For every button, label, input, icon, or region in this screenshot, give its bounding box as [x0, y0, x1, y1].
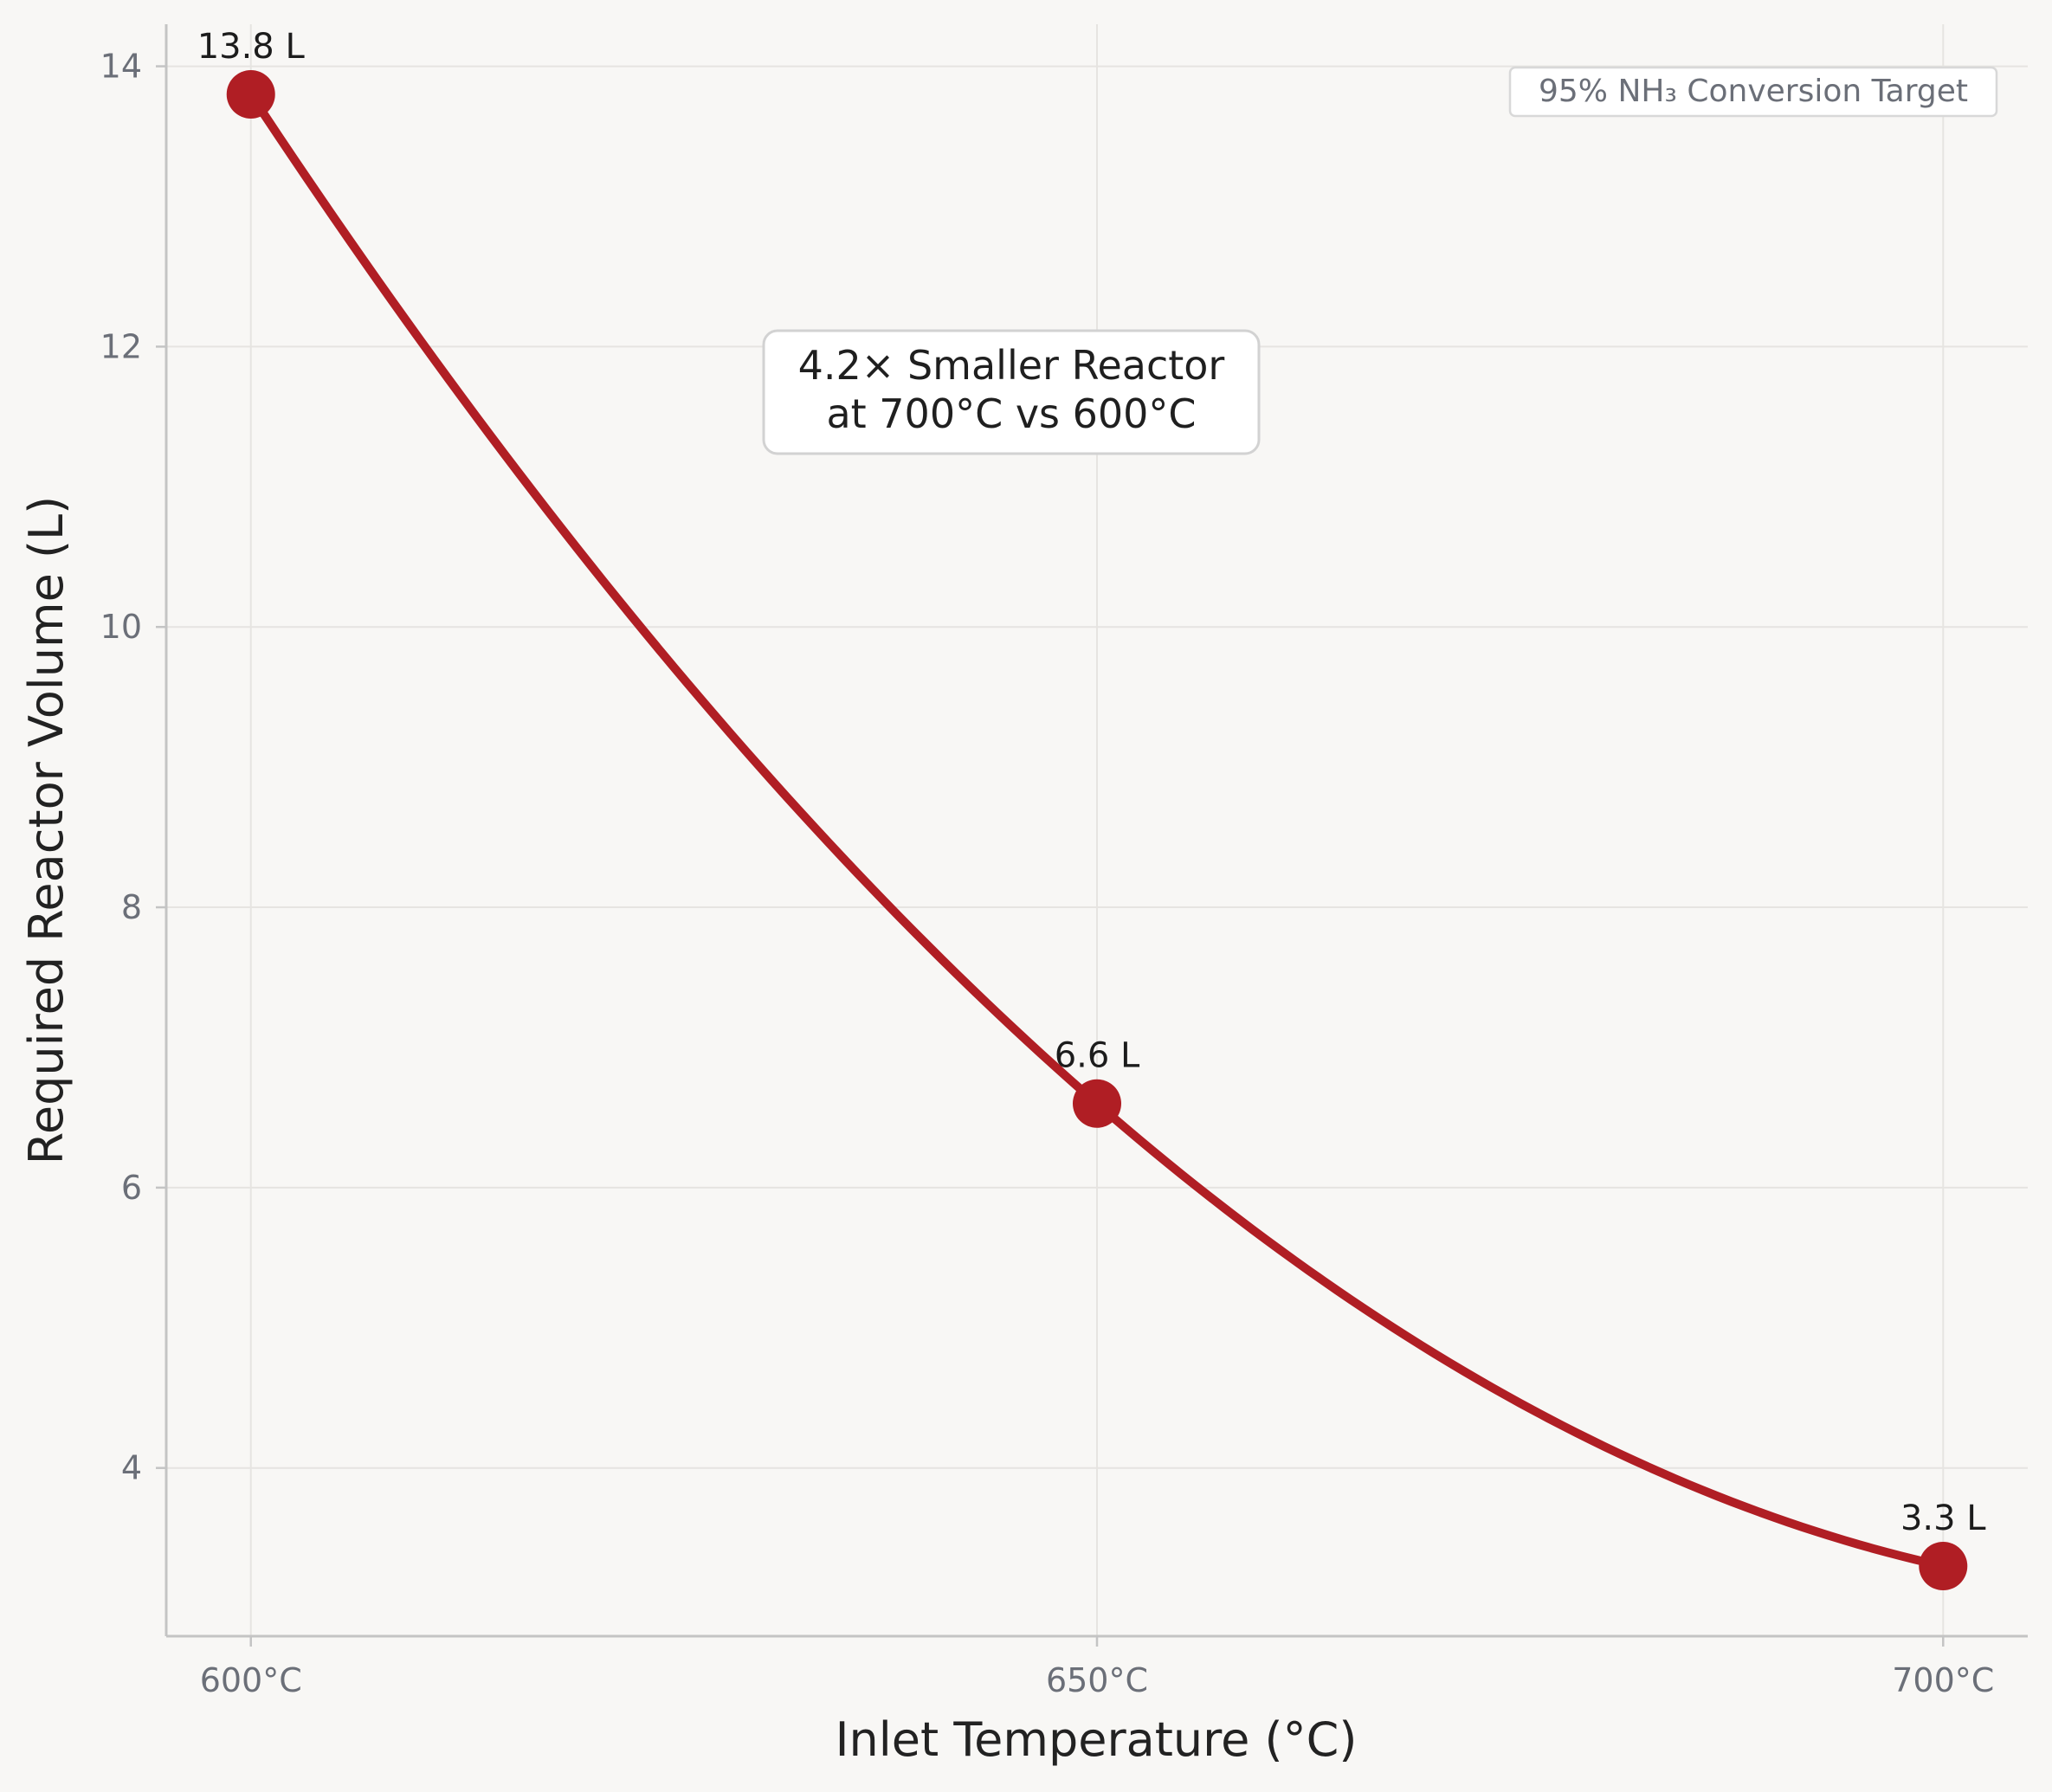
- data-point: [1919, 1542, 1968, 1591]
- x-tick-label: 700°C: [1892, 1661, 1994, 1699]
- callout-frame: [762, 329, 1261, 455]
- data-point-label: 3.3 L: [1900, 1499, 1986, 1538]
- x-ticks: 600°C 650°C 700°C: [200, 1636, 1994, 1699]
- callout-box: 4.2× Smaller Reactor at 700°C vs 600°C: [762, 329, 1261, 455]
- data-point-label: 6.6 L: [1055, 1036, 1140, 1076]
- x-tick-label: 650°C: [1046, 1661, 1148, 1699]
- target-label-frame: [1508, 66, 1998, 118]
- data-point-label: 13.8 L: [197, 27, 306, 67]
- y-tick-label: 4: [121, 1449, 142, 1487]
- callout-line-2: at 700°C vs 600°C: [826, 390, 1196, 437]
- data-point: [1073, 1079, 1121, 1128]
- target-label: 95% NH₃ Conversion Target: [1539, 74, 1968, 109]
- y-tick-label: 12: [100, 327, 142, 365]
- x-axis-title: Inlet Temperature (°C): [836, 1712, 1358, 1767]
- y-ticks: 4 6 8 10 12 14: [100, 48, 166, 1487]
- point-labels: 13.8 L 6.6 L 3.3 L: [197, 27, 1987, 1538]
- y-tick-label: 14: [100, 48, 142, 86]
- callout-line-1: 4.2× Smaller Reactor: [798, 342, 1225, 389]
- y-tick-label: 6: [121, 1169, 142, 1207]
- target-label-box: 95% NH₃ Conversion Target: [1508, 66, 1998, 118]
- y-tick-label: 8: [121, 888, 142, 926]
- y-tick-label: 10: [100, 608, 142, 646]
- data-point: [226, 69, 275, 119]
- y-axis-title: Required Reactor Volume (L): [19, 496, 74, 1164]
- data-points: [226, 69, 1968, 1591]
- x-tick-label: 600°C: [200, 1661, 302, 1699]
